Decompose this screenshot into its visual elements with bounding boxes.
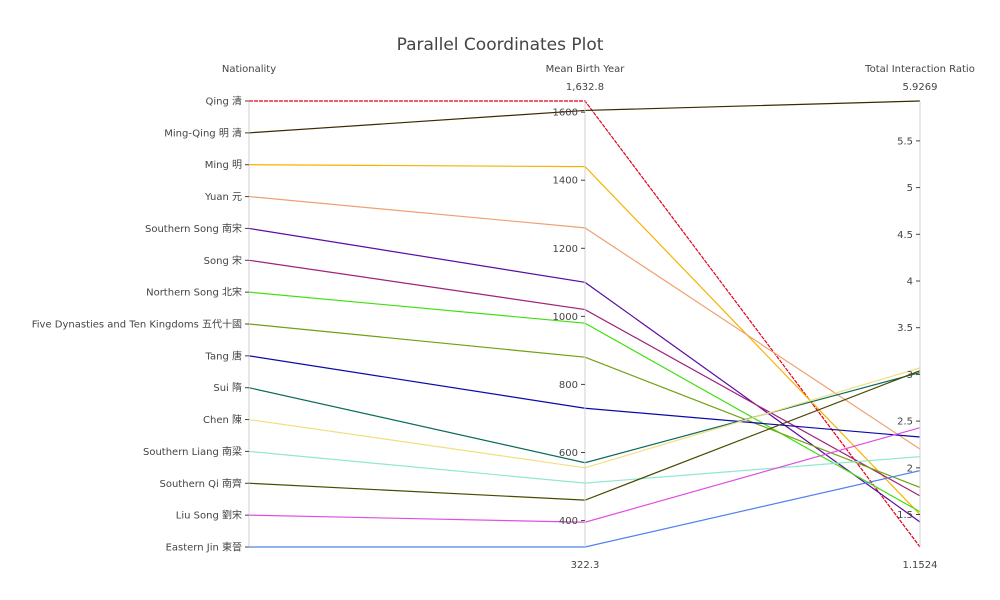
total-interaction-ratio-tick-label: 3.5 [897,323,913,334]
mean-birth-year-tick-label: 1200 [553,244,578,255]
axis-mean-birth-year[interactable]: Mean Birth Year 1,632.8 322.3 400 600 800 1… [546,64,626,571]
nationality-tick-labels: Qing 清 Ming-Qing 明 清 Ming 明 Yuan 元 Southern … [32,95,249,554]
nationality-tick-label-northern-song: Northern Song 北宋 [146,286,242,299]
total-interaction-ratio-tick-label: 3 [907,370,913,381]
total-interaction-ratio-tick-label: 4 [907,276,913,287]
axis-nationality[interactable]: Nationality Qing 清 Ming-Qing 明 清 Ming 明 Yua… [32,64,277,554]
total-interaction-ratio-tick-label: 2.5 [897,417,913,428]
nationality-tick-label-sui: Sui 隋 [213,381,242,394]
mean-birth-year-tick-label: 1600 [553,108,578,119]
axis-min-label-mean-birth-year: 322.3 [571,560,600,571]
total-interaction-ratio-tick-label: 4.5 [897,230,913,241]
total-interaction-ratio-tick-label: 5.5 [897,136,913,147]
axis-min-label-total-interaction-ratio: 1.1524 [903,560,938,571]
total-interaction-ratio-ticks: 1.5 2 2.5 3 3.5 4 4.5 5 5.5 [897,136,920,521]
total-interaction-ratio-tick-label: 2 [907,463,913,474]
nationality-tick-label-southern-song: Southern Song 南宋 [145,222,242,235]
total-interaction-ratio-tick-label: 1.5 [897,510,913,521]
nationality-tick-label-eastern-jin: Eastern Jin 東晉 [166,541,242,554]
nationality-tick-label-tang: Tang 唐 [205,349,242,362]
mean-birth-year-tick-label: 400 [559,516,578,527]
nationality-tick-label-ming-qing: Ming-Qing 明 清 [164,126,242,139]
nationality-tick-label-southern-qi: Southern Qi 南齊 [160,477,243,490]
chart-title: Parallel Coordinates Plot [397,35,604,55]
mean-birth-year-tick-label: 1000 [553,312,578,323]
nationality-tick-label-five-dynasties-and-ten-kingdoms: Five Dynasties and Ten Kingdoms 五代十國 [32,318,242,331]
mean-birth-year-tick-label: 800 [559,380,578,391]
axis-total-interaction-ratio[interactable]: Total Interaction Ratio 5.9269 1.1524 1.… [864,64,975,571]
nationality-tick-label-qing: Qing 清 [205,95,242,108]
total-interaction-ratio-tick-label: 5 [907,183,913,194]
axis-max-label-mean-birth-year: 1,632.8 [566,82,604,93]
nationality-tick-label-liu-song: Liu Song 劉宋 [176,509,242,522]
nationality-tick-label-ming: Ming 明 [205,159,242,171]
axis-max-label-total-interaction-ratio: 5.9269 [903,82,938,93]
nationality-tick-label-chen: Chen 陳 [203,414,242,426]
mean-birth-year-ticks: 400 600 800 1000 1200 1400 1600 [553,108,585,527]
nationality-tick-label-song: Song 宋 [204,254,242,267]
mean-birth-year-tick-label: 600 [559,448,578,459]
nationality-tick-label-southern-liang: Southern Liang 南梁 [143,445,242,458]
axis-title-nationality: Nationality [222,64,276,75]
mean-birth-year-tick-label: 1400 [553,176,578,187]
nationality-tick-label-yuan: Yuan 元 [204,192,242,203]
axis-title-total-interaction-ratio: Total Interaction Ratio [864,64,975,75]
axis-title-mean-birth-year: Mean Birth Year [546,64,626,75]
